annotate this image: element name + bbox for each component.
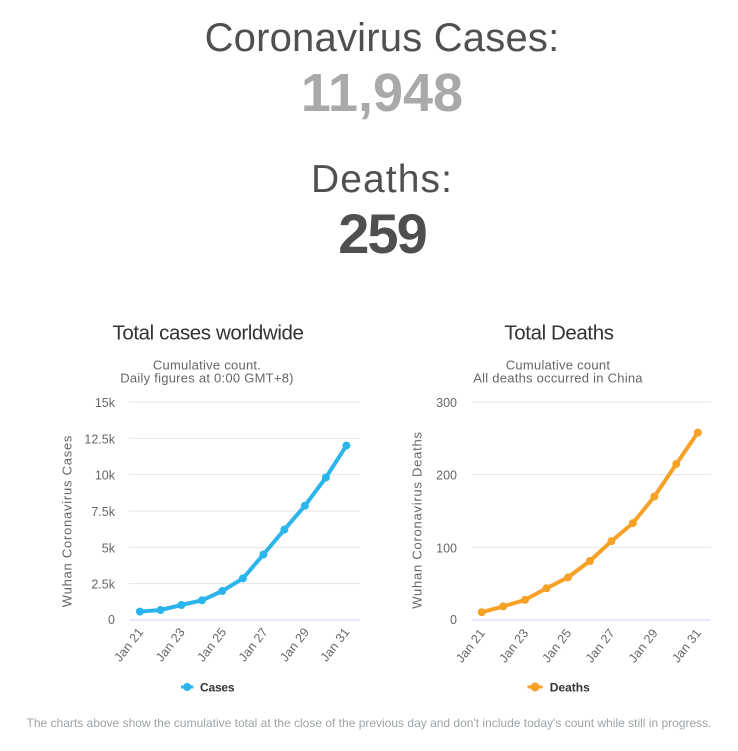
svg-text:Wuhan Coronavirus Deaths: Wuhan Coronavirus Deaths — [410, 431, 425, 608]
svg-text:Cases: Cases — [200, 681, 235, 695]
svg-text:Jan 21: Jan 21 — [111, 625, 146, 664]
svg-text:Jan 29: Jan 29 — [626, 626, 661, 665]
svg-text:Jan 23: Jan 23 — [496, 626, 531, 665]
svg-text:Cumulative count.: Cumulative count. — [153, 357, 261, 372]
svg-text:0: 0 — [108, 613, 115, 627]
svg-text:300: 300 — [436, 396, 457, 410]
svg-text:Total cases worldwide: Total cases worldwide — [113, 322, 304, 345]
svg-text:15k: 15k — [95, 396, 116, 410]
svg-text:5k: 5k — [102, 541, 116, 555]
svg-text:Jan 27: Jan 27 — [583, 626, 618, 665]
svg-text:100: 100 — [436, 541, 457, 555]
svg-text:Jan 31: Jan 31 — [669, 626, 704, 665]
svg-text:200: 200 — [436, 469, 457, 483]
svg-text:Wuhan Coronavirus Cases: Wuhan Coronavirus Cases — [60, 435, 75, 607]
svg-text:Total Deaths: Total Deaths — [504, 322, 613, 345]
svg-text:All deaths occurred in China: All deaths occurred in China — [473, 370, 643, 385]
svg-text:Jan 25: Jan 25 — [194, 625, 229, 664]
svg-text:0: 0 — [450, 613, 457, 627]
svg-text:Jan 25: Jan 25 — [539, 626, 574, 665]
svg-text:Jan 27: Jan 27 — [236, 625, 271, 664]
svg-text:7.5k: 7.5k — [91, 505, 115, 519]
svg-text:Jan 23: Jan 23 — [153, 625, 188, 664]
svg-text:2.5k: 2.5k — [91, 578, 115, 592]
svg-text:Jan 31: Jan 31 — [318, 625, 353, 664]
svg-text:Jan 29: Jan 29 — [277, 625, 312, 664]
svg-text:Cumulative count: Cumulative count — [506, 357, 611, 372]
svg-text:10k: 10k — [95, 469, 116, 483]
svg-text:12.5k: 12.5k — [84, 432, 115, 446]
svg-text:Daily figures at 0:00 GMT+8): Daily figures at 0:00 GMT+8) — [120, 370, 294, 385]
svg-text:Jan 21: Jan 21 — [453, 626, 488, 665]
svg-text:Deaths: Deaths — [550, 681, 590, 695]
